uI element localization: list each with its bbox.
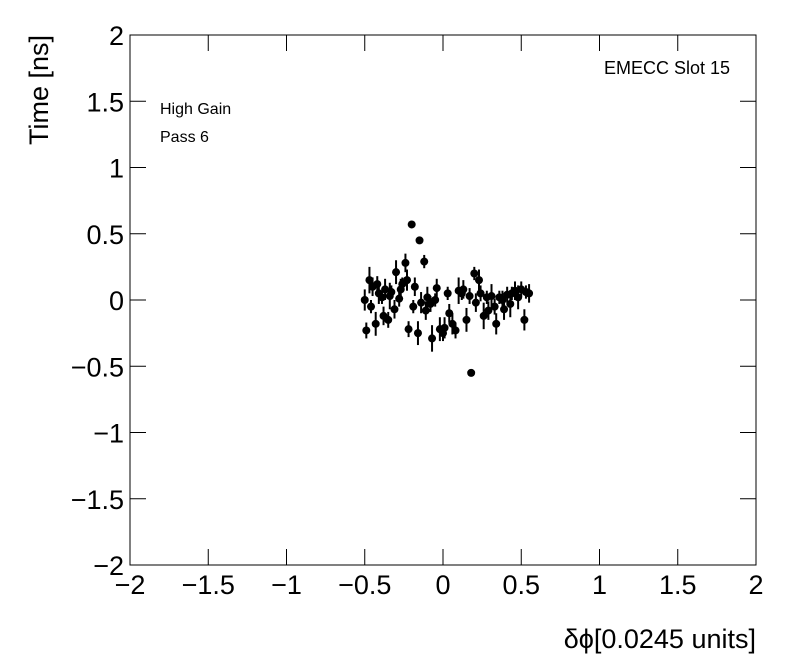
y-tick-label: 2 [109,21,124,51]
point [476,289,485,298]
annotation: Pass 6 [160,129,209,146]
x-tick-label: −2 [115,570,146,600]
point [377,293,386,302]
annotation: High Gain [160,101,231,118]
point [432,284,441,293]
point [384,315,393,324]
x-tick-label: −1.5 [182,570,235,600]
point [467,368,476,377]
point [423,293,432,302]
point [415,236,424,245]
point [417,298,426,307]
point [506,299,515,308]
x-tick-label: 0.5 [502,570,540,600]
point [520,315,529,324]
point [445,309,454,318]
point [514,293,523,302]
point [479,311,488,320]
y-tick-label: −2 [93,551,124,581]
point [492,319,501,328]
point [462,315,471,324]
point [381,285,390,294]
x-tick-label: 1 [592,570,607,600]
y-tick-label: 1.5 [86,87,124,117]
point [404,325,413,334]
point [392,268,401,277]
point [484,306,493,315]
point [421,306,430,315]
point [487,292,496,301]
point [465,292,474,301]
point [428,334,437,343]
y-tick-label: 1 [109,154,124,184]
x-tick-label: 1.5 [659,570,697,600]
point [367,302,376,311]
point [510,286,519,295]
point [407,220,416,229]
point [420,257,429,266]
x-tick-label: −1 [271,570,302,600]
annotation: EMECC Slot 15 [604,58,730,78]
point [459,285,468,294]
x-tick-label: 0 [435,570,450,600]
point [409,302,418,311]
point [474,276,483,285]
point [448,319,457,328]
point [431,296,440,304]
y-tick-label: −1 [93,419,124,449]
point [390,305,399,314]
y-tick-label: 0.5 [86,220,124,250]
point [443,289,452,298]
point [373,280,382,289]
point [440,323,449,332]
point [451,326,460,335]
point [525,289,534,298]
point [413,329,422,338]
point [360,296,369,304]
point [401,258,410,267]
x-tick-label: 2 [748,570,763,600]
point [500,305,509,314]
point [410,282,419,291]
point [490,302,499,311]
point [471,298,480,307]
point [470,269,479,278]
y-tick-label: −1.5 [71,485,124,515]
point [371,319,380,328]
x-axis-label: δϕ[0.0245 units] [564,624,756,654]
point [395,294,404,303]
point [362,326,371,335]
x-tick-label: −0.5 [338,570,391,600]
y-tick-label: −0.5 [71,352,124,382]
y-axis-label: Time [ns] [24,35,54,145]
y-tick-label: 0 [109,286,124,316]
point [403,276,412,285]
point [387,288,396,297]
point [365,276,374,285]
